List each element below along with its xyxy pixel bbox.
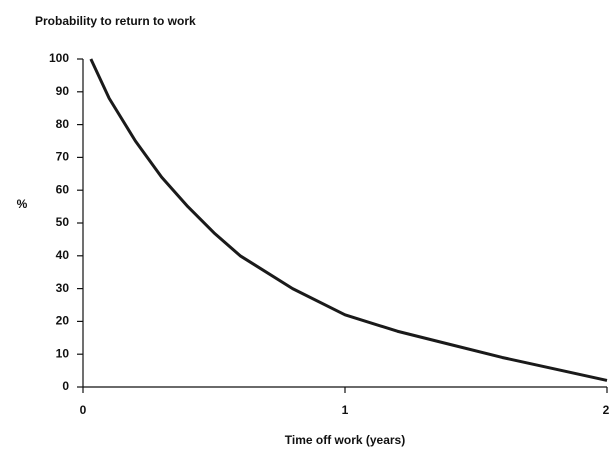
line-series <box>89 58 608 382</box>
y-tick-label: 20 <box>56 314 70 328</box>
x-tick-label: 0 <box>80 403 87 417</box>
y-tick-label: 90 <box>56 84 70 98</box>
y-tick-label: 10 <box>56 346 70 360</box>
x-axis-label: Time off work (years) <box>285 433 405 447</box>
y-tick-label: 70 <box>56 150 70 164</box>
y-tick-label: 80 <box>56 117 70 131</box>
y-tick-label: 50 <box>56 215 70 229</box>
y-axis-label: % <box>17 197 28 211</box>
y-tick-label: 30 <box>56 281 70 295</box>
x-tick-label: 1 <box>342 403 349 417</box>
x-tick-label: 2 <box>603 403 610 417</box>
y-tick-label: 0 <box>62 379 69 393</box>
y-tick-label: 60 <box>56 182 70 196</box>
y-tick-label: 100 <box>49 51 69 65</box>
chart-title: Probability to return to work <box>35 14 196 28</box>
y-tick-label: 40 <box>56 248 70 262</box>
